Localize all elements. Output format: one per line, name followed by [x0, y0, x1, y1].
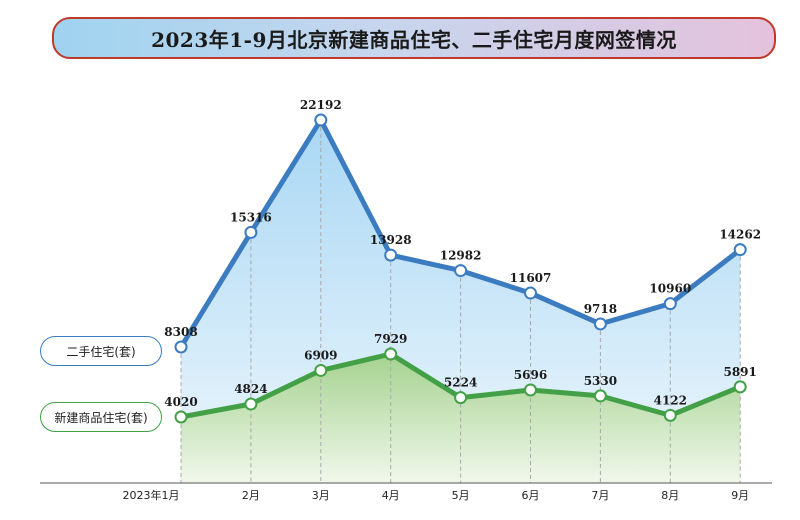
new-homes-data-label: 5696: [514, 368, 547, 382]
new-homes-point: [733, 380, 747, 394]
new-homes-point: [244, 397, 258, 411]
x-tick-label: 8月: [661, 489, 679, 502]
used-homes-point: [174, 340, 188, 354]
new-homes-point: [174, 410, 188, 424]
legend-item-new-homes: 新建商品住宅(套): [40, 402, 162, 432]
used-homes-point: [663, 297, 677, 311]
x-tick-label: 2月: [242, 489, 260, 502]
used-homes-point: [244, 225, 258, 239]
used-homes-data-label: 10960: [649, 282, 691, 296]
new-homes-data-label: 4122: [654, 393, 687, 407]
new-homes-data-label: 5224: [444, 376, 477, 390]
used-homes-point: [593, 317, 607, 331]
used-homes-point: [384, 248, 398, 262]
x-tick-label: 7月: [591, 489, 609, 502]
used-homes-data-label: 8308: [164, 325, 197, 339]
used-homes-point: [314, 113, 328, 127]
data-label-layer: 8308 15316 22192 13928 12982 11607 9718 10960 14…: [164, 98, 761, 409]
used-homes-data-label: 13928: [370, 233, 412, 247]
new-homes-data-label: 5891: [723, 365, 756, 379]
x-tick-label: 5月: [452, 489, 470, 502]
used-homes-point: [454, 264, 468, 278]
new-homes-data-label: 5330: [584, 374, 617, 388]
used-homes-data-label: 22192: [300, 98, 342, 112]
used-homes-point: [524, 286, 537, 300]
new-homes-data-label: 4020: [164, 395, 197, 409]
new-homes-point: [524, 383, 537, 397]
new-homes-data-label: 7929: [374, 332, 407, 346]
used-homes-data-label: 12982: [440, 249, 482, 263]
new-homes-point: [314, 363, 328, 377]
used-homes-data-label: 15316: [230, 210, 272, 224]
new-homes-point: [663, 408, 677, 422]
new-homes-data-label: 6909: [304, 348, 337, 362]
x-tick-label: 2023年1月: [123, 488, 180, 502]
used-homes-data-label: 14262: [719, 228, 761, 242]
used-homes-data-label: 11607: [510, 271, 552, 285]
used-homes-point: [733, 243, 747, 257]
new-homes-point: [384, 347, 398, 361]
title-banner: 2023年1-9月北京新建商品住宅、二手住宅月度网签情况: [52, 17, 776, 59]
new-homes-point: [454, 391, 468, 405]
new-homes-data-label: 4824: [234, 382, 267, 396]
x-tick-label: 6月: [522, 489, 540, 502]
chart-title: 2023年1-9月北京新建商品住宅、二手住宅月度网签情况: [151, 27, 677, 52]
point-layer: [174, 113, 747, 424]
x-tick-label: 3月: [312, 489, 330, 502]
used-homes-data-label: 9718: [584, 302, 617, 316]
x-tick-label: 9月: [731, 489, 749, 502]
x-tick-label: 4月: [382, 489, 400, 502]
tick-label-layer: 2023年1月 2月 3月 4月 5月 6月 7月 8月 9月: [123, 488, 750, 502]
new-homes-point: [593, 389, 607, 403]
legend-item-used-homes: 二手住宅(套): [40, 336, 162, 366]
